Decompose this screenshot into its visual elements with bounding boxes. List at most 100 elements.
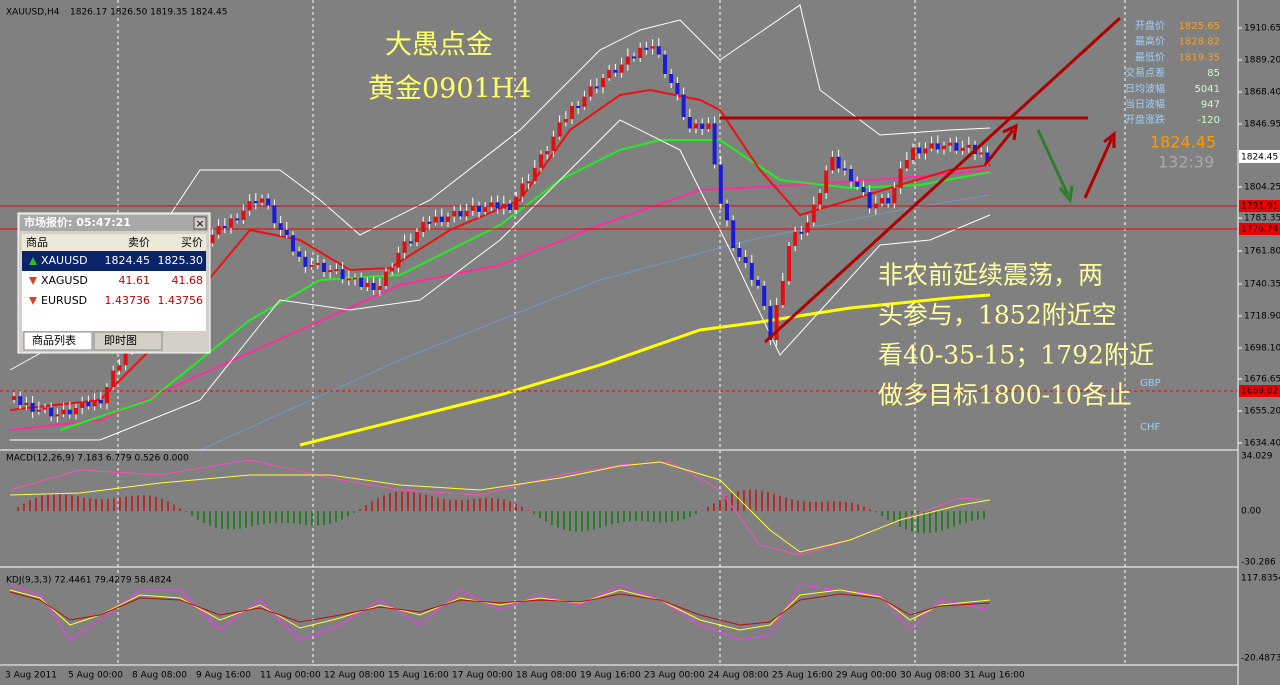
blank [22,313,206,331]
candle [687,117,692,129]
candle [948,142,953,146]
info-label: 最低价 [1135,50,1165,63]
candle [266,198,271,206]
candle [768,306,773,340]
level-label: 1776.74 [1241,225,1278,235]
candle [105,387,109,404]
price-label: 1910.65 [1244,24,1280,34]
histogram [17,489,985,534]
info-value: 1828.82 [1179,37,1220,48]
price-label: 1718.90 [1244,312,1280,322]
symbol: XAUUSD,H4 [6,8,60,18]
candle [880,198,884,204]
info-label: 开盘价 [1135,19,1165,32]
candle [340,269,345,280]
candle [911,147,915,160]
info-label: 交易点差 [1125,66,1165,79]
tab-label: 即时图 [104,334,137,347]
candle [663,54,667,74]
quote-cell: EURUSD [41,294,87,307]
info-value: 1819.35 [1179,52,1220,63]
candle [458,210,463,217]
candle [396,252,401,268]
price-label: 1740.35 [1244,280,1280,290]
candle [446,216,450,223]
candle [557,122,562,137]
candle [861,186,866,193]
comment: 做多目标1800-10各止 [878,381,1132,410]
comment: 非农前延续震荡，两 [878,261,1103,290]
close-button[interactable] [193,216,207,230]
price-label: 1846.95 [1244,120,1280,130]
tab[interactable] [93,331,163,351]
price-label: 1655.20 [1244,407,1280,417]
title: 大愚点金 [385,30,493,61]
info-value: -120 [1197,115,1220,126]
candle [532,167,537,182]
candle [855,181,860,187]
time-label: 8 Aug 08:00 [132,671,187,681]
price-chart [0,0,1238,665]
candle [551,136,556,151]
candle [253,201,258,204]
candle [222,226,227,229]
candle [675,83,680,95]
candle [495,202,500,209]
candle [588,86,593,97]
price-label: 1634.40 [1244,439,1280,449]
candle [849,169,853,182]
column-header: 商品 [26,235,48,249]
candle [216,226,221,235]
candle [904,160,909,169]
candle [576,106,581,108]
candle [303,256,308,267]
candle [433,216,438,223]
tab[interactable] [23,331,93,351]
live-price: 1824.45 [1150,133,1216,152]
candle [36,409,41,412]
quote-cell: 1.43756 [158,294,204,307]
candle [545,151,550,155]
candle [892,188,897,204]
title-bar [20,215,208,231]
candle [346,278,351,281]
candle [402,241,407,253]
candle [353,277,357,280]
selected-row[interactable] [22,251,206,271]
candle [241,210,246,220]
currency: CHF [1140,422,1161,433]
candle [644,47,649,50]
candle [867,192,872,209]
candle [929,143,934,149]
tab-label: 商品列表 [32,333,76,347]
candle [123,348,128,366]
kdj-axis: -20.4873 [1241,654,1280,664]
kdj-line [9,591,991,626]
column-header: 买价 [181,236,203,249]
candle [334,269,339,272]
candle [656,46,661,55]
time-label: 19 Aug 16:00 [580,671,641,681]
candle [328,270,333,273]
candle [43,407,47,410]
ma-line [199,194,991,451]
row-icon [29,297,37,305]
candle [210,234,215,244]
candle [638,47,643,58]
candle [731,220,736,248]
time-label: 3 Aug 2011 [5,671,57,681]
candle [818,193,822,205]
candle [749,262,754,280]
candle [712,123,717,165]
candle [799,231,804,234]
candle [886,198,891,204]
info-label: 日均波幅 [1125,82,1165,95]
candle [942,145,946,150]
candle [836,156,841,169]
level-box [1239,200,1280,212]
info-label: 当日波幅 [1125,98,1165,111]
candle [508,203,512,210]
market-watch [17,212,211,354]
row-icon [29,257,37,265]
